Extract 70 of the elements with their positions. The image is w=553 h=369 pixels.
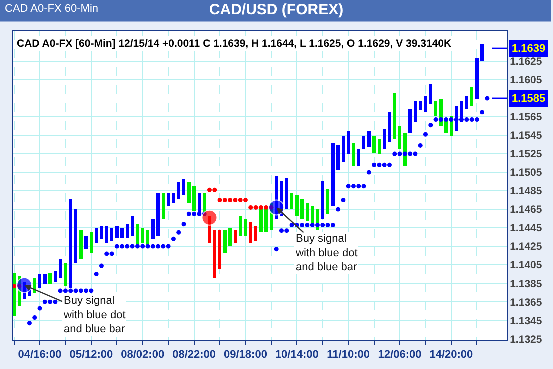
bar — [408, 110, 412, 133]
y-tick-label: 1.1445 — [510, 222, 542, 235]
bar — [326, 189, 330, 214]
y-tick-label: 1.1505 — [510, 167, 542, 180]
point — [218, 198, 222, 203]
bar — [58, 260, 62, 278]
x-tick-label: 10/14:00 — [275, 349, 319, 362]
bar — [90, 232, 94, 254]
bar — [346, 130, 350, 154]
y-tick-label: 1.1625 — [510, 56, 542, 68]
bar — [110, 228, 114, 242]
bar — [393, 92, 397, 140]
annotation: Buy signal with blue dot and blue bar — [63, 295, 126, 336]
y-tick-label: 1.1485 — [510, 186, 542, 198]
bar — [48, 273, 52, 284]
ref-line-label: 1.1639 — [512, 43, 546, 55]
ref-line-label: 1.1585 — [512, 93, 546, 105]
y-tick-label: 1.1325 — [510, 334, 542, 346]
point — [207, 188, 212, 192]
bar — [13, 273, 16, 316]
y-tick-label: 1.1405 — [510, 260, 542, 272]
bar — [367, 130, 371, 148]
y-tick-label: 1.1605 — [510, 74, 542, 87]
x-tick-label: 14/20:00 — [430, 349, 474, 362]
point — [233, 198, 238, 203]
bar — [378, 139, 382, 154]
bar — [130, 216, 134, 236]
point — [212, 188, 218, 192]
x-tick-label: 04/16:00 — [18, 349, 62, 362]
bar — [84, 236, 88, 250]
bar — [362, 136, 366, 150]
bar — [352, 142, 356, 166]
annotation: Buy signal with blue dot and blue bar — [295, 233, 358, 274]
bar — [254, 226, 258, 242]
bar — [43, 274, 47, 284]
y-tick-label: 1.1385 — [510, 278, 542, 290]
point — [228, 198, 233, 203]
y-tick-label: 1.1525 — [510, 148, 542, 161]
x-tick-label: 08/22:00 — [172, 349, 216, 362]
bar — [234, 230, 238, 243]
bar — [321, 180, 325, 220]
text: CAD A0-FX 60-Min — [5, 3, 99, 15]
bar — [342, 136, 346, 162]
x-tick-label: 11/10:00 — [327, 349, 370, 362]
point — [222, 198, 228, 203]
point — [254, 205, 258, 210]
x-tick-label: 08/02:00 — [121, 349, 165, 362]
text: CAD A0-FX [60-Min] 12/15/14 +0.0011 C 1.1639, H 1.1644, L 1.1625, O 1.1629, V 39.3140K — [17, 38, 452, 50]
bar — [470, 87, 474, 106]
y-tick-label: 1.1365 — [510, 296, 542, 309]
y-tick-label: 1.1565 — [510, 112, 542, 124]
x-tick-label: 09/18:00 — [224, 349, 268, 362]
x-tick-label: 05/12:00 — [70, 349, 114, 362]
bar — [372, 136, 376, 154]
x-tick-label: 12/06:00 — [378, 349, 422, 362]
y-tick-label: 1.1345 — [510, 315, 542, 328]
bar — [33, 278, 37, 293]
point — [238, 198, 243, 203]
bar — [64, 263, 68, 286]
bar — [357, 149, 361, 166]
point — [243, 198, 248, 203]
chart-title: CAD/USD (FOREX) — [209, 1, 344, 18]
point — [248, 205, 254, 210]
bar — [79, 230, 83, 260]
y-tick-label: 1.1465 — [510, 204, 542, 216]
point — [264, 205, 269, 210]
point — [258, 205, 264, 210]
y-tick-label: 1.1425 — [510, 241, 542, 254]
bar — [249, 222, 253, 243]
y-tick-label: 1.1545 — [510, 130, 542, 142]
